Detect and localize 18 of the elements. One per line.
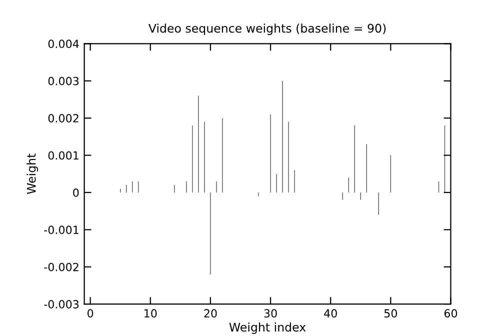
y-tick-label: -0.002 [44,262,78,272]
x-tick-label: 10 [144,309,157,318]
y-tick-label: 0.001 [48,151,78,160]
y-tick-label: -0.003 [44,300,79,308]
x-tick-label: 50 [384,309,397,318]
y-tick-label: 0 [73,188,79,197]
x-tick-label: 0 [88,309,94,318]
x-tick-label: 60 [444,309,458,318]
y-tick-label: -0.001 [44,226,78,234]
chart-title: Video sequence weights (baseline = 90) [148,24,386,36]
y-tick-label: 0.003 [48,76,79,86]
x-tick-label: 20 [204,309,217,318]
y-tick-label: 0.004 [48,40,79,48]
x-axis-title: Weight index [229,322,306,334]
y-tick-label: 0.002 [48,114,78,122]
x-tick-label: 30 [264,309,277,318]
x-tick-label: 40 [324,309,337,318]
y-axis-title: Weight [26,154,38,194]
